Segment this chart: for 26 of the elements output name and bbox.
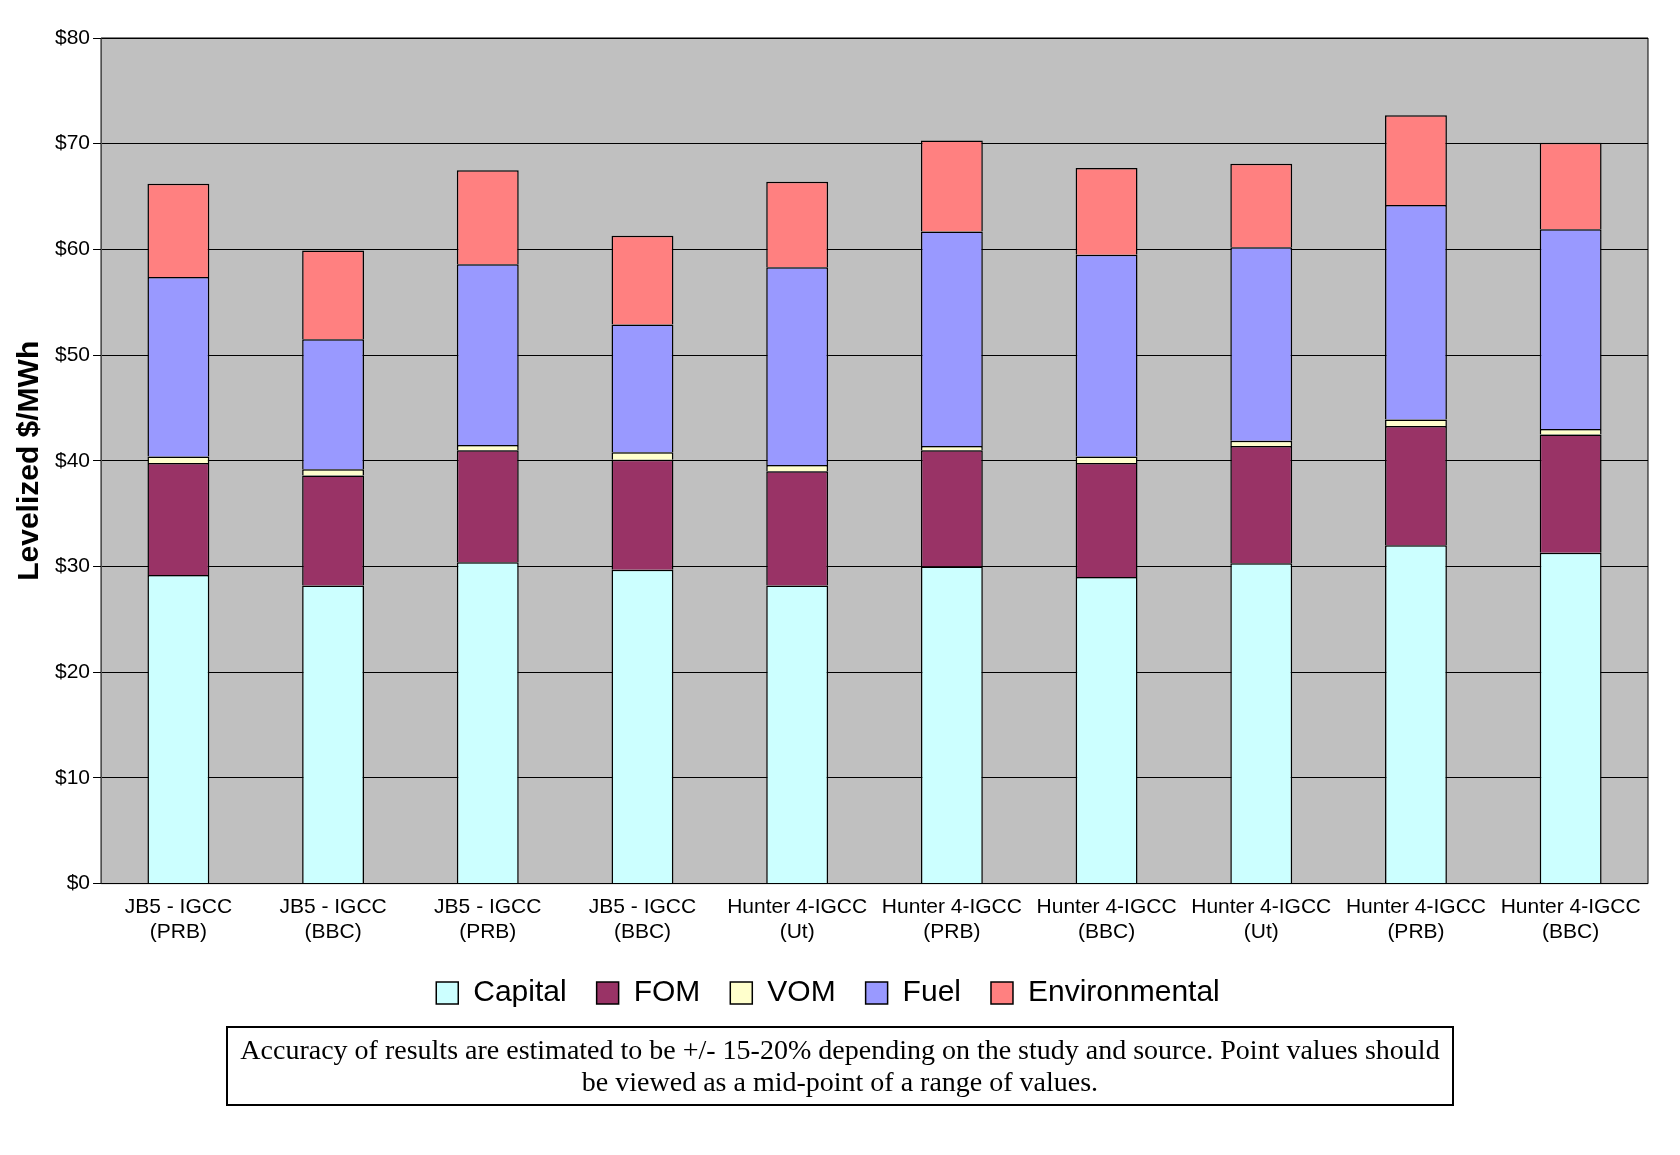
legend-label: Capital <box>473 974 567 1008</box>
y-tick-label: $10 <box>54 764 91 788</box>
legend-label: Environmental <box>1027 974 1220 1008</box>
x-tick-label: Hunter 4-IGCC (PRB) <box>1345 894 1486 943</box>
x-tick-label: Hunter 4-IGCC (Ut) <box>727 894 868 943</box>
y-tick-label: $60 <box>54 236 91 260</box>
y-tick-label: $70 <box>54 130 91 154</box>
x-tick-label: JB5 - IGCC (PRB) <box>124 894 233 943</box>
x-tick-label: Hunter 4-IGCC (PRB) <box>881 894 1022 943</box>
x-tick-label: Hunter 4-IGCC (BBC) <box>1036 894 1177 943</box>
legend-label: FOM <box>633 974 701 1008</box>
x-tick-label: JB5 - IGCC (BBC) <box>588 894 697 943</box>
y-tick-label: $0 <box>66 870 91 894</box>
x-tick-label: Hunter 4-IGCC (Ut) <box>1191 894 1332 943</box>
legend-label: Fuel <box>902 974 961 1008</box>
y-tick-label: $50 <box>54 341 91 365</box>
y-tick-label: $40 <box>54 447 91 471</box>
y-tick-label: $20 <box>54 659 91 682</box>
x-tick-label: JB5 - IGCC (BBC) <box>279 894 387 943</box>
legend-label: VOM <box>767 974 836 1008</box>
y-tick-label: $80 <box>54 24 91 48</box>
y-tick-label: $30 <box>54 553 91 577</box>
x-tick-label: JB5 - IGCC (PRB) <box>434 894 542 943</box>
text: Accuracy of results are estimated to be +/- 15-20% depending on the study and source. Point values should be viewed as a mid-point of a range of values. <box>226 1026 1454 1107</box>
x-tick-label: Hunter 4-IGCC (BBC) <box>1500 894 1641 943</box>
y-axis-title: Levelized $/MWh <box>11 340 45 581</box>
